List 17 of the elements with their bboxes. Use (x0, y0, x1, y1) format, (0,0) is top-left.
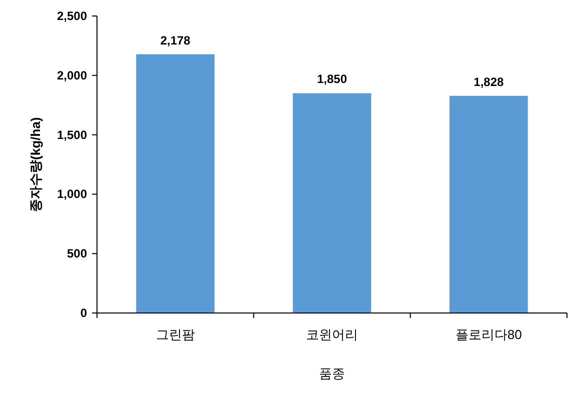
x-tick-label: 코윈어리 (306, 327, 358, 342)
x-axis-title: 품종 (319, 366, 345, 381)
x-tick-label: 플로리다80 (455, 327, 522, 342)
y-tick-label: 2,000 (56, 68, 88, 82)
data-label: 2,178 (160, 33, 191, 48)
bar (292, 93, 372, 313)
y-tick-label: 500 (66, 246, 88, 261)
y-tick-label: 1,500 (56, 128, 88, 142)
x-tick-label: 그린팜 (156, 327, 195, 342)
y-tick-label: 0 (80, 306, 88, 320)
data-label: 1,828 (474, 74, 504, 89)
y-tick-label: 1,000 (56, 187, 88, 202)
bar (136, 54, 214, 313)
y-tick-label: 2,500 (56, 9, 88, 23)
data-label: 1,850 (316, 72, 348, 86)
y-axis-title: 종자수량(kg/ha) (28, 117, 43, 212)
bar (450, 96, 528, 313)
